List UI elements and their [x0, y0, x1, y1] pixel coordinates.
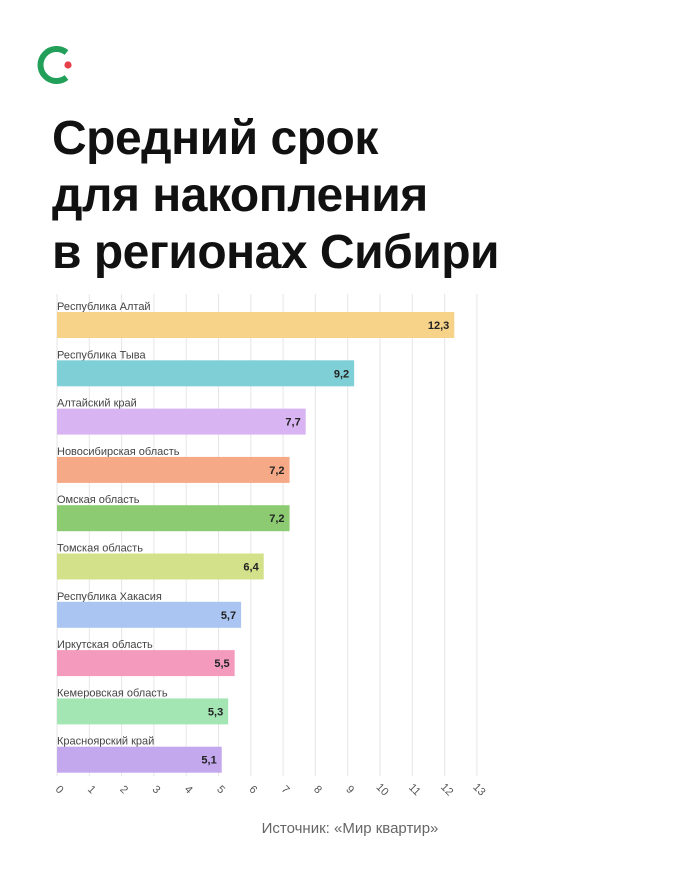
x-tick-label: 5 [214, 783, 227, 796]
data-label: 9,2 [334, 368, 349, 380]
category-label: Республика Хакасия [57, 591, 162, 603]
data-label: 5,3 [208, 706, 223, 718]
x-tick-label: 3 [150, 783, 163, 796]
logo-icon [37, 46, 72, 84]
data-label: 5,5 [214, 658, 229, 670]
data-label: 12,3 [428, 320, 449, 332]
source-note: Источник: «Мир квартир» [261, 820, 439, 837]
title-line-1: Средний срок [52, 112, 378, 165]
x-tick-label: 10 [374, 781, 391, 798]
bar [57, 505, 290, 532]
x-tick-label: 4 [182, 783, 195, 796]
category-label: Республика Алтай [57, 301, 151, 313]
data-label: 7,2 [269, 513, 284, 525]
category-label: Омская область [57, 494, 140, 506]
bar [57, 360, 355, 387]
x-tick-label: 12 [438, 781, 455, 798]
bar [57, 553, 264, 580]
bar [57, 312, 455, 338]
data-label: 6,4 [243, 562, 259, 574]
bar [57, 408, 306, 435]
bar [57, 456, 290, 483]
category-label: Республика Тыва [57, 349, 147, 361]
category-label: Иркутская область [57, 639, 153, 651]
chart-title: Средний срок для накопления в регионах С… [52, 110, 500, 281]
x-tick-label: 8 [311, 783, 324, 796]
category-label: Кемеровская область [57, 687, 168, 699]
x-tick-label: 9 [343, 783, 356, 796]
bar [57, 601, 242, 628]
data-label: 5,7 [221, 610, 236, 622]
x-tick-label: 0 [53, 783, 66, 796]
category-label: Алтайский край [57, 398, 137, 410]
x-tick-label: 11 [406, 782, 423, 799]
category-label: Томская область [57, 543, 143, 555]
data-label: 7,2 [269, 465, 284, 477]
bar [57, 746, 222, 773]
x-tick-label: 2 [117, 783, 130, 796]
data-label: 7,7 [285, 417, 300, 429]
x-tick-label: 1 [85, 783, 98, 796]
category-label: Новосибирская область [57, 446, 180, 458]
x-tick-label: 7 [279, 783, 292, 796]
bar [57, 698, 229, 725]
bar [57, 650, 235, 677]
category-label: Красноярский край [57, 736, 154, 748]
data-label: 5,1 [201, 755, 216, 767]
x-tick-label: 13 [470, 781, 487, 798]
title-line-3: в регионах Сибири [52, 226, 500, 279]
x-tick-label: 6 [247, 783, 260, 796]
title-line-2: для накопления [52, 169, 428, 222]
